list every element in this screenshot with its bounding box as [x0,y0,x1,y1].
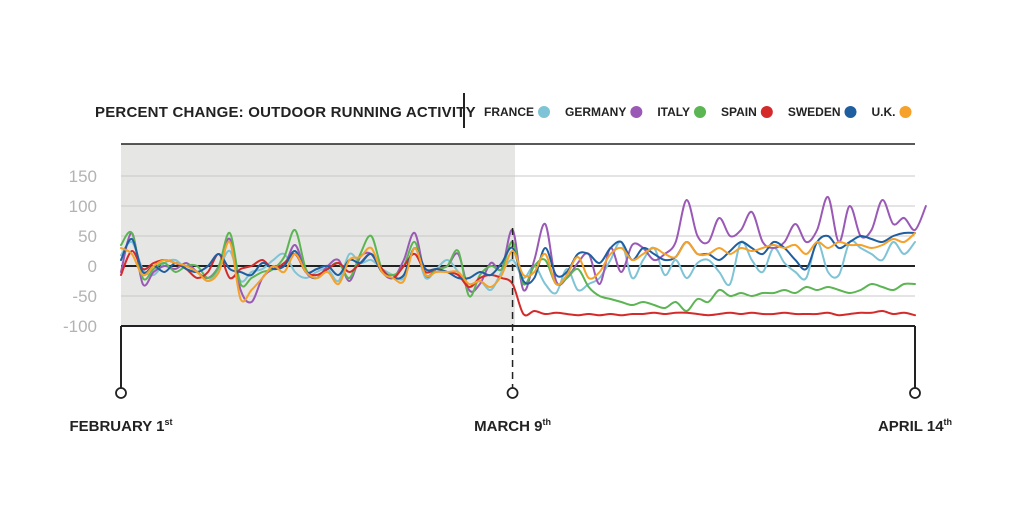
chart-title: PERCENT CHANGE: OUTDOOR RUNNING ACTIVITY [95,104,476,121]
legend-label: FRANCE [484,105,534,119]
legend-label: SWEDEN [788,105,841,119]
y-tick-label: 150 [69,167,97,186]
legend-swatch [899,106,912,118]
y-tick-label: 50 [78,227,97,246]
y-tick-label: -50 [72,287,97,306]
legend-swatch [630,106,643,118]
pre-lockdown-shaded-region [121,144,515,326]
y-axis-tick-labels: 150 100 50 0 -50 -100 [63,167,97,336]
legend-swatch [760,106,773,118]
date-label-main: APRIL 14 [878,418,944,435]
date-label: MARCH 9th [474,417,551,435]
timeline-marker-dot [909,387,921,399]
date-label-suffix: th [944,417,953,427]
date-label-suffix: th [542,417,551,427]
series-line-germany [120,195,927,304]
date-label: FEBRUARY 1st [69,417,172,435]
timeline-marker-dot [115,387,127,399]
date-label-main: FEBRUARY 1 [69,418,164,435]
date-label: APRIL 14th [878,417,952,435]
date-label-main: MARCH 9 [474,418,542,435]
series-lines [120,195,927,317]
series-line-france [120,239,916,295]
y-tick-label: 0 [88,257,97,276]
timeline-marker-dot [506,387,519,399]
legend-label: ITALY [657,105,690,119]
legend-label: GERMANY [565,105,626,119]
series-line-spain [120,250,916,317]
y-tick-label: -100 [63,317,97,336]
series-line-uk [120,232,916,303]
chart-legend: FRANCE GERMANY ITALY SPAIN SWEDEN U.K. [484,105,912,119]
legend-swatch [694,106,707,118]
legend-label: U.K. [871,105,895,119]
legend-label: SPAIN [721,105,757,119]
y-tick-label: 100 [69,197,97,216]
date-timeline: FEBRUARY 1st MARCH 9th APRIL 14th [69,228,952,435]
legend-swatch [844,106,857,118]
date-label-suffix: st [165,417,173,427]
legend-swatch [538,106,550,118]
